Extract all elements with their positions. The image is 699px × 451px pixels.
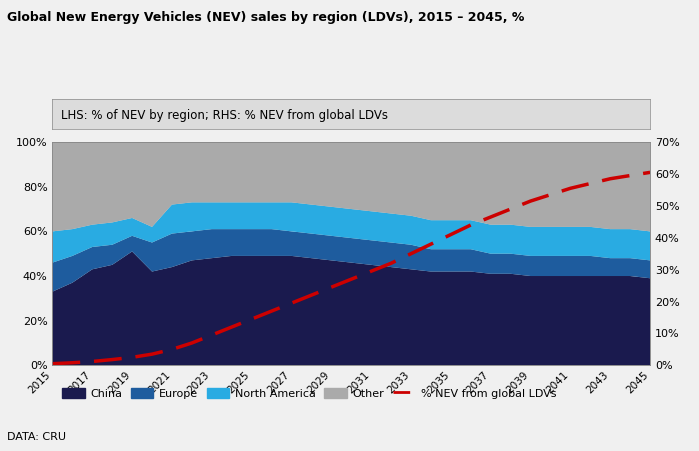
Text: DATA: CRU: DATA: CRU	[7, 432, 66, 442]
Text: Global New Energy Vehicles (NEV) sales by region (LDVs), 2015 – 2045, %: Global New Energy Vehicles (NEV) sales b…	[7, 11, 524, 24]
Text: LHS: % of NEV by region; RHS: % NEV from global LDVs: LHS: % of NEV by region; RHS: % NEV from…	[62, 109, 389, 122]
Legend: China, Europe, North America, Other, % NEV from global LDVs: China, Europe, North America, Other, % N…	[58, 384, 561, 403]
